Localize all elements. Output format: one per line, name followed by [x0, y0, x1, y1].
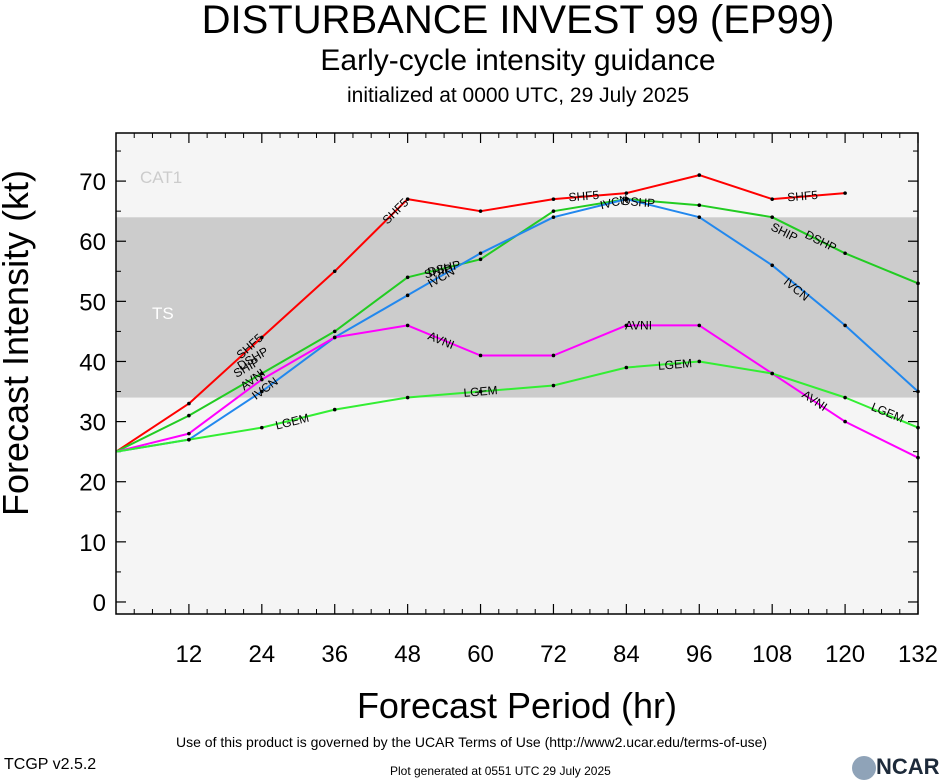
ncar-logo: NCAR — [852, 754, 940, 780]
series-label-shf5: SHF5 — [787, 188, 819, 204]
data-point-shf5 — [697, 173, 702, 177]
series-label-ivcn: IVCN — [599, 192, 630, 212]
x-tick-label: 132 — [898, 641, 938, 668]
y-tick-label: 10 — [79, 530, 106, 557]
x-tick-label: 48 — [394, 641, 421, 668]
data-point-ivcn — [551, 215, 556, 219]
data-point-avni — [332, 335, 337, 340]
data-point-lgem — [551, 383, 556, 388]
data-point-dshp — [697, 203, 702, 207]
generated-time: Plot generated at 0551 UTC 29 July 2025 — [390, 764, 611, 778]
data-point-shf5 — [187, 401, 191, 406]
data-point-lgem — [405, 395, 410, 400]
data-point-shf5 — [770, 197, 774, 201]
data-point-ivcn — [697, 215, 702, 219]
series-label-dshp: DSHP — [621, 194, 655, 211]
ncar-logo-text: NCAR — [876, 754, 940, 779]
intensity-bands: TS CAT1 — [116, 133, 918, 614]
data-point-ivcn — [624, 197, 629, 201]
data-point-lgem — [843, 395, 847, 400]
data-point-shf5 — [624, 191, 629, 195]
x-tick-label: 84 — [613, 641, 640, 668]
y-tick-label: 20 — [79, 470, 106, 497]
x-tick-label: 36 — [321, 641, 348, 668]
data-point-lgem — [260, 425, 264, 430]
band-label-cat1: CAT1 — [140, 168, 182, 187]
data-point-ivcn — [260, 389, 264, 394]
data-point-ivcn — [843, 323, 847, 328]
y-tick-label: 50 — [79, 289, 106, 316]
data-point-lgem — [697, 359, 702, 364]
series-line-avni — [115, 324, 919, 459]
series-label-ship: SHIP — [423, 261, 454, 281]
data-point-dshp — [843, 251, 847, 256]
data-point-dshp — [187, 413, 191, 418]
data-point-dshp — [260, 371, 264, 376]
terms-of-use[interactable]: Use of this product is governed by the U… — [176, 734, 768, 750]
data-point-avni — [551, 353, 556, 358]
data-point-dshp — [332, 329, 337, 334]
chart-title: DISTURBANCE INVEST 99 (EP99) — [201, 0, 835, 42]
data-point-lgem — [770, 371, 774, 376]
x-tick-label: 12 — [176, 641, 203, 668]
data-point-shf5 — [260, 335, 264, 340]
data-point-avni — [624, 323, 629, 328]
data-point-avni — [697, 323, 702, 328]
data-point-dshp — [405, 275, 410, 280]
series-points — [187, 173, 920, 460]
y-tick-label: 0 — [93, 590, 106, 617]
series-label-lgem: LGEM — [657, 356, 692, 373]
axis-ticks — [116, 133, 919, 614]
band-ts — [116, 217, 918, 398]
series-label-lgem: LGEM — [463, 383, 498, 400]
data-point-avni — [187, 431, 191, 436]
x-tick-label: 24 — [248, 641, 275, 668]
band-label-ts: TS — [152, 304, 174, 323]
data-point-dshp — [551, 209, 556, 213]
init-time: initialized at 0000 UTC, 29 July 2025 — [346, 84, 690, 107]
y-tick-label: 30 — [79, 410, 106, 437]
y-tick-label: 60 — [79, 229, 106, 256]
version-label: TCGP v2.5.2 — [4, 756, 97, 773]
data-point-shf5 — [843, 191, 847, 195]
series-line-lgem — [115, 360, 919, 453]
data-point-lgem — [187, 437, 191, 442]
data-point-ivcn — [405, 293, 410, 298]
data-point-lgem — [624, 365, 629, 370]
data-point-ivcn — [770, 263, 774, 268]
data-point-lgem — [332, 407, 337, 412]
y-tick-label: 70 — [79, 169, 106, 196]
tick-labels: 12 24 36 48 60 72 84 96 108 120 132 0 10 20 30 40 50 60 70 — [79, 169, 938, 668]
data-point-shf5 — [405, 197, 410, 201]
x-tick-label: 120 — [825, 641, 865, 668]
data-point-avni — [405, 323, 410, 328]
data-point-shf5 — [332, 269, 337, 274]
data-point-ivcn — [478, 251, 483, 256]
data-point-shf5 — [551, 197, 556, 201]
band-cat1 — [116, 133, 918, 218]
series-line-ivcn — [115, 198, 919, 453]
ncar-globe-icon — [852, 756, 876, 780]
x-tick-label: 72 — [540, 641, 567, 668]
data-point-lgem — [478, 389, 483, 394]
series-label-shf5: SHF5 — [568, 188, 600, 204]
data-point-avni — [478, 353, 483, 358]
x-tick-label: 96 — [686, 641, 713, 668]
y-axis-label: Forecast Intensity (kt) — [0, 170, 36, 516]
x-tick-label: 108 — [752, 641, 792, 668]
series-label-avni: AVNI — [625, 318, 652, 332]
data-point-avni — [260, 377, 264, 382]
data-point-avni — [843, 419, 847, 424]
data-point-dshp — [478, 257, 483, 262]
chart-subtitle: Early-cycle intensity guidance — [320, 44, 716, 77]
plot-frame — [115, 132, 919, 615]
data-point-dshp — [770, 215, 774, 219]
y-tick-label: 40 — [79, 349, 106, 376]
x-tick-label: 60 — [467, 641, 494, 668]
data-point-shf5 — [478, 209, 483, 213]
x-axis-label: Forecast Period (hr) — [357, 685, 677, 726]
